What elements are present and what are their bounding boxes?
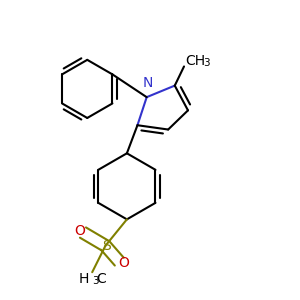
Text: H: H <box>79 272 89 286</box>
Text: O: O <box>74 224 85 238</box>
Text: O: O <box>118 256 129 270</box>
Text: 3: 3 <box>92 276 98 286</box>
Text: CH: CH <box>185 53 205 68</box>
Text: 3: 3 <box>203 58 210 68</box>
Text: C: C <box>96 272 106 286</box>
Text: N: N <box>142 76 153 90</box>
Text: S: S <box>102 239 110 253</box>
